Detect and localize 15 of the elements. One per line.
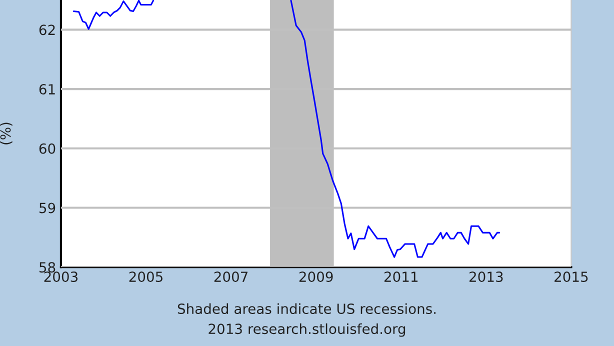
y-axis-title: (%) [0,122,12,144]
y-tick-label: 61 [39,84,55,95]
x-tick-label: 2009 [299,272,333,282]
x-tick-label: 2003 [44,272,78,282]
x-tick-label: 2013 [470,272,503,282]
y-tick-label: 62 [39,24,55,36]
x-tick-label: 2007 [214,272,248,282]
text: Shaded areas indicate US recessions. [178,303,436,314]
y-tick-label: 58 [40,262,56,273]
y-tick-label: 60 [39,143,56,154]
x-tick-label: 2015 [554,272,588,282]
text: 2013 research.stlouisfed.org [208,323,406,337]
y-tick-label: 59 [40,202,56,214]
x-tick-label: 2011 [384,272,418,282]
x-tick-label: 2005 [129,272,162,282]
